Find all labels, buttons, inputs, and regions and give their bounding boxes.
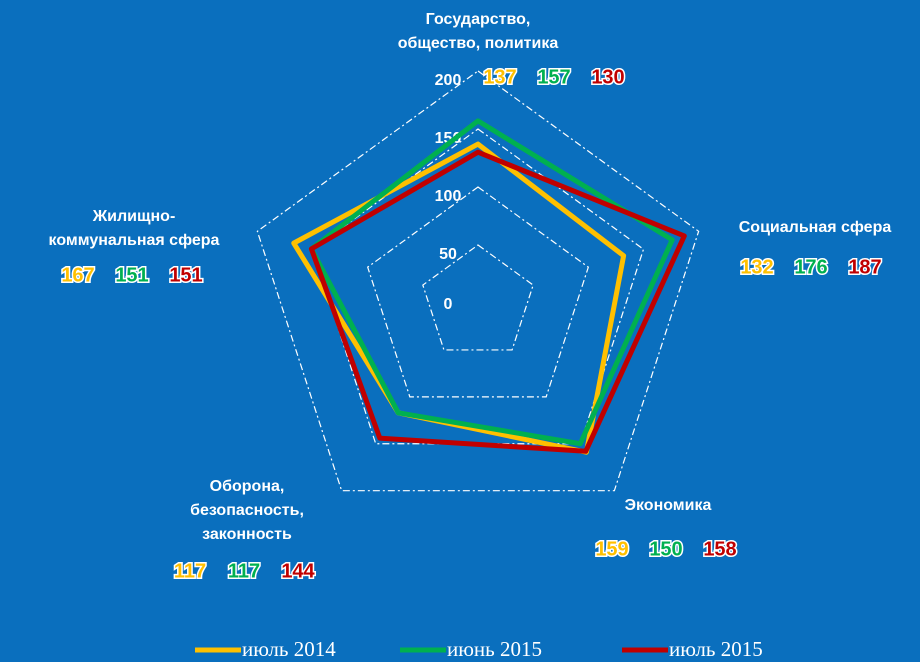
grid-ring <box>366 186 590 398</box>
value-label: 151 <box>169 264 202 286</box>
value-label: 167 <box>61 264 94 286</box>
grid-ring <box>422 244 534 351</box>
series-line <box>291 141 627 455</box>
category-label: законность <box>202 526 292 543</box>
category-label: Экономика <box>625 497 712 514</box>
legend-label: июнь 2015 <box>447 637 542 661</box>
legend-label: июль 2014 <box>242 637 336 661</box>
category-label: безопасность, <box>190 502 304 519</box>
value-label: 157 <box>537 66 570 88</box>
category-label: общество, политика <box>398 35 559 52</box>
value-label: 132 <box>740 256 773 278</box>
value-label: 176 <box>794 256 827 278</box>
category-label: коммунальная сфера <box>49 232 220 249</box>
value-label: 187 <box>848 256 881 278</box>
value-label: 130 <box>591 66 624 88</box>
r-tick-label: 0 <box>444 296 453 313</box>
value-label: 159 <box>595 538 628 560</box>
category-label: Оборона, <box>210 478 285 495</box>
category-label: Государство, <box>426 11 531 28</box>
category-label: Жилищно- <box>92 208 176 225</box>
value-label: 158 <box>703 538 736 560</box>
legend-label: июль 2015 <box>669 637 763 661</box>
value-label: 117 <box>174 560 206 582</box>
value-label: 137 <box>483 66 516 88</box>
r-tick-label: 50 <box>439 246 457 263</box>
series-line <box>308 149 687 454</box>
category-label: Социальная сфера <box>739 219 892 236</box>
r-tick-label: 100 <box>435 188 462 205</box>
value-label: 144 <box>281 560 315 582</box>
r-tick-label: 150 <box>435 130 462 147</box>
value-label: 151 <box>115 264 148 286</box>
grid-ring <box>256 70 700 492</box>
r-tick-label: 200 <box>435 72 462 89</box>
value-label: 117 <box>228 560 260 582</box>
value-label: 150 <box>649 538 682 560</box>
